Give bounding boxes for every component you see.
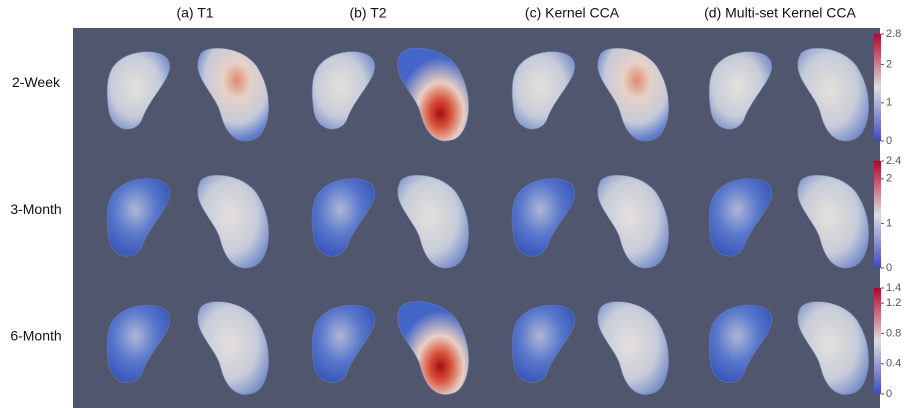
colorbar-tick-label: 0.4 [886, 358, 901, 370]
column-header: (b) T2 [349, 5, 386, 21]
colorbar [874, 161, 881, 268]
colorbar-tick-label: 0 [886, 135, 892, 147]
colorbar-tick-label: 1 [886, 217, 892, 229]
colorbar-tick-label: 2 [886, 173, 892, 185]
row-label: 6-Month [10, 328, 61, 344]
colorbar-tick-label: 2.4 [886, 155, 901, 167]
row-label: 2-Week [12, 74, 61, 90]
figure: (a) T1 (b) T2 (c) Kernel CCA (d) Multi-s… [0, 0, 909, 408]
colorbar-tick-label: 0 [886, 262, 892, 274]
column-header: (d) Multi-set Kernel CCA [704, 5, 856, 21]
colorbar-tick-label: 1 [886, 97, 892, 109]
column-header: (c) Kernel CCA [525, 5, 620, 21]
colorbar [874, 288, 881, 394]
column-header: (a) T1 [176, 5, 213, 21]
colorbar-tick-label: 2 [886, 58, 892, 70]
colorbar-tick-label: 1.4 [886, 282, 901, 294]
colorbar-tick-label: 2.8 [886, 28, 901, 40]
colorbar [874, 34, 881, 141]
row-label: 3-Month [10, 201, 61, 217]
colorbar-tick-label: 0.8 [886, 327, 901, 339]
colorbar-tick-label: 1.2 [886, 297, 901, 309]
colorbar-tick-label: 0 [886, 388, 892, 400]
